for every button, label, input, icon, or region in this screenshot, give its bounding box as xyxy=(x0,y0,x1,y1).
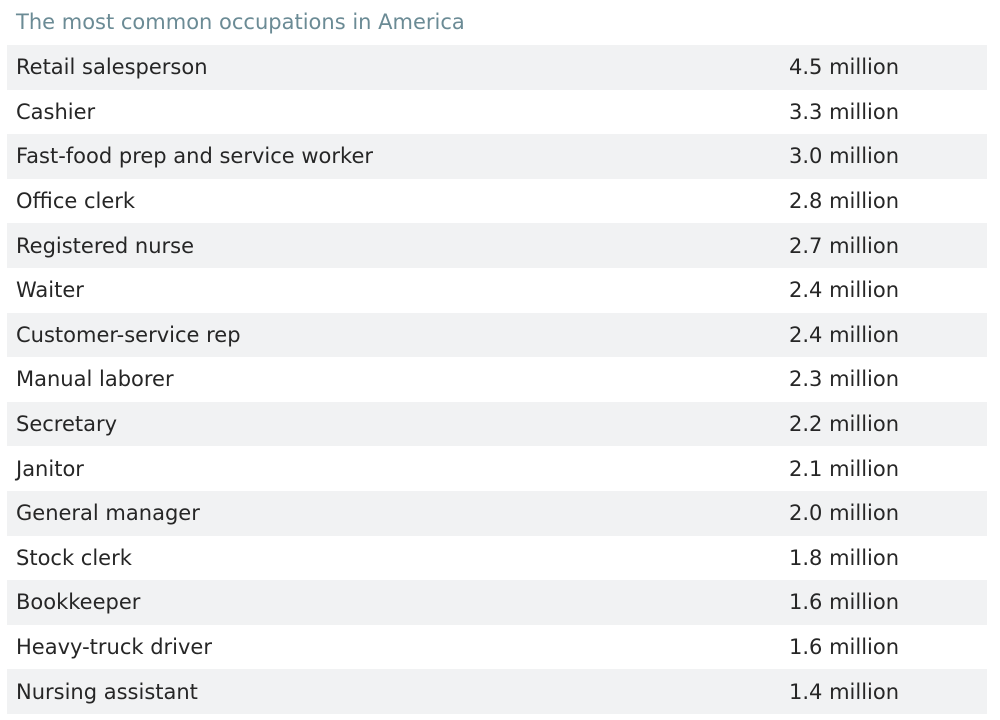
count-cell: 1.6 million xyxy=(789,635,900,660)
occupation-cell: Retail salesperson xyxy=(16,55,208,80)
table-row: Registered nurse 2.7 million xyxy=(7,223,987,268)
count-cell: 1.6 million xyxy=(789,590,900,615)
table-row: Janitor 2.1 million xyxy=(7,446,987,491)
occupation-cell: General manager xyxy=(16,501,200,526)
table-title: The most common occupations in America xyxy=(16,10,465,34)
count-cell: 2.3 million xyxy=(789,367,900,392)
count-cell: 1.4 million xyxy=(789,679,900,704)
table-row: General manager 2.0 million xyxy=(7,490,987,536)
occupation-cell: Janitor xyxy=(16,456,84,481)
occupation-cell: Cashier xyxy=(16,99,96,124)
count-cell: 2.7 million xyxy=(789,233,900,258)
count-cell: 2.1 million xyxy=(789,456,900,481)
table-row: Waiter 2.4 million xyxy=(7,268,987,313)
occupations-table: Retail salesperson 4.5 million Cashier 3… xyxy=(7,45,987,714)
count-cell: 1.8 million xyxy=(789,545,900,570)
table-row: Nursing assistant 1.4 million xyxy=(7,669,987,714)
table-row: Manual laborer 2.3 million xyxy=(7,357,987,402)
table-row: Office clerk 2.8 million xyxy=(7,179,987,224)
count-cell: 3.3 million xyxy=(789,99,900,124)
table-row: Fast-food prep and service worker 3.0 mi… xyxy=(7,134,987,179)
table-row: Stock clerk 1.8 million xyxy=(7,536,987,581)
occupation-cell: Waiter xyxy=(16,278,84,303)
count-cell: 2.4 million xyxy=(789,278,900,303)
table-row: Retail salesperson 4.5 million xyxy=(7,45,987,90)
occupation-cell: Registered nurse xyxy=(16,233,195,258)
occupation-cell: Secretary xyxy=(16,412,118,437)
occupation-cell: Office clerk xyxy=(16,189,136,214)
occupation-cell: Heavy-truck driver xyxy=(16,635,212,660)
occupation-cell: Nursing assistant xyxy=(16,679,198,704)
count-cell: 3.0 million xyxy=(789,144,900,169)
table-row: Secretary 2.2 million xyxy=(7,401,987,447)
table-row: Heavy-truck driver 1.6 million xyxy=(7,625,987,670)
occupation-cell: Fast-food prep and service worker xyxy=(16,144,373,169)
occupation-cell: Bookkeeper xyxy=(16,590,141,615)
table-row: Cashier 3.3 million xyxy=(7,90,987,135)
occupation-cell: Customer-service rep xyxy=(16,322,241,347)
table-row: Customer-service rep 2.4 million xyxy=(7,312,987,358)
count-cell: 2.0 million xyxy=(789,501,900,526)
occupation-cell: Stock clerk xyxy=(16,545,132,570)
count-cell: 2.8 million xyxy=(789,189,900,214)
count-cell: 2.2 million xyxy=(789,412,900,437)
count-cell: 2.4 million xyxy=(789,322,900,347)
occupation-cell: Manual laborer xyxy=(16,367,174,392)
table-row: Bookkeeper 1.6 million xyxy=(7,580,987,625)
count-cell: 4.5 million xyxy=(789,55,900,80)
